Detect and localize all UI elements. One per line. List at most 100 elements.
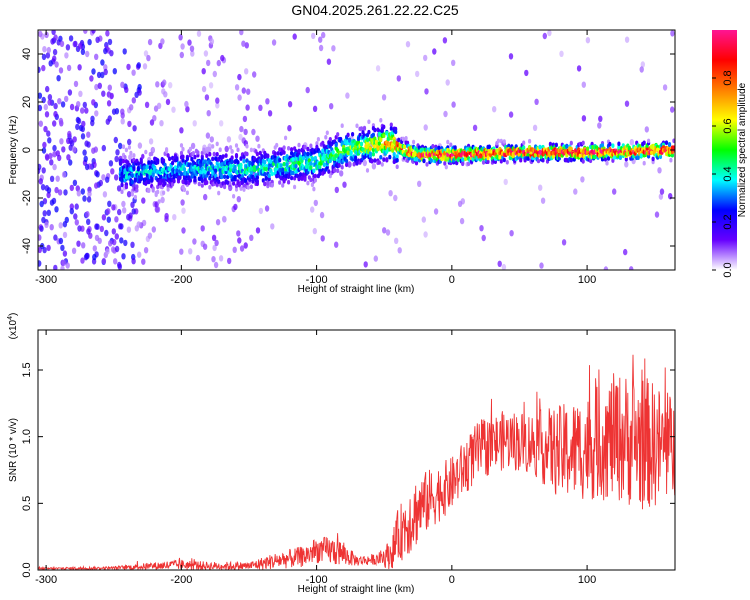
heatmap-cell [221, 154, 225, 159]
heatmap-cell [522, 140, 526, 146]
heatmap-cell [234, 187, 239, 192]
heatmap-cell [151, 188, 155, 193]
heatmap-cell [293, 184, 297, 190]
heatmap-cell [209, 136, 214, 143]
heatmap-cell [230, 159, 234, 165]
heatmap-cell [433, 208, 439, 215]
heatmap-cell [130, 191, 134, 197]
heatmap-cell [90, 115, 95, 123]
heatmap-cell [80, 48, 86, 55]
heatmap-cell [245, 104, 250, 111]
heatmap-cell [206, 110, 211, 117]
heatmap-cell [113, 258, 118, 265]
heatmap-cell [65, 262, 70, 269]
heatmap-cell [605, 160, 609, 166]
heatmap-cell [78, 90, 83, 98]
heatmap-cell [148, 138, 154, 145]
heatmap-cell [136, 161, 140, 166]
heatmap-cell [58, 67, 64, 74]
x-tick-label: 100 [578, 274, 596, 286]
heatmap-cell [108, 240, 113, 247]
heatmap-cell [263, 159, 267, 165]
heatmap-cell [443, 110, 448, 118]
heatmap-cell [101, 90, 106, 97]
heatmap-cell [179, 171, 184, 177]
heatmap-cell [279, 163, 283, 168]
heatmap-cell [242, 187, 246, 192]
heatmap-cell [496, 138, 500, 144]
heatmap-cell [263, 171, 267, 177]
y-tick-label: -40 [21, 238, 33, 254]
heatmap-cell [83, 155, 88, 162]
heatmap-cell [422, 158, 426, 164]
heatmap-cell [290, 147, 294, 152]
heatmap-cell [310, 182, 314, 188]
heatmap-cell [320, 235, 325, 242]
heatmap-cell [208, 82, 214, 89]
heatmap-cell [47, 99, 52, 106]
heatmap-cell [114, 245, 120, 253]
heatmap-cell [201, 85, 207, 93]
x-tick-label: -300 [35, 574, 57, 586]
heatmap-cell [267, 176, 271, 182]
heatmap-cell [415, 70, 420, 78]
heatmap-cell [111, 108, 117, 115]
heatmap-cell [126, 191, 132, 198]
heatmap-cell [44, 185, 50, 192]
heatmap-cell [589, 158, 593, 164]
heatmap-cell [104, 229, 109, 237]
heatmap-cell [154, 201, 159, 208]
heatmap-cell [287, 179, 291, 185]
heatmap-cell [407, 156, 411, 161]
heatmap-cell [417, 180, 422, 187]
heatmap-cell [188, 248, 193, 255]
heatmap-cell [264, 175, 268, 181]
heatmap-cell [101, 214, 107, 221]
heatmap-cell [109, 92, 114, 100]
heatmap-cell [200, 183, 204, 188]
heatmap-cell [53, 234, 58, 241]
heatmap-cell [373, 127, 377, 133]
heatmap-cell [318, 36, 323, 43]
heatmap-cell [281, 183, 285, 188]
heatmap-cell [297, 142, 301, 148]
heatmap-cell [662, 84, 668, 91]
heatmap-cell [126, 226, 132, 233]
heatmap-cell [189, 45, 195, 52]
heatmap-cell [539, 262, 544, 269]
heatmap-cell [106, 100, 112, 107]
heatmap-cell [38, 66, 41, 73]
heatmap-cell [297, 148, 301, 154]
heatmap-cell [144, 169, 148, 174]
heatmap-cell [110, 168, 115, 175]
heatmap-cell [310, 156, 314, 162]
heatmap-cell [41, 64, 46, 72]
heatmap-cell [212, 151, 216, 157]
heatmap-cell [102, 191, 108, 198]
heatmap-cell [339, 170, 344, 177]
colorbar-tick-label: 0.8 [722, 70, 734, 85]
heatmap-cell [312, 227, 317, 235]
heatmap-cell [91, 99, 96, 106]
heatmap-cell [47, 94, 53, 101]
heatmap-cell [208, 151, 212, 157]
heatmap-cell [93, 146, 99, 153]
heatmap-cell [219, 120, 224, 127]
heatmap-cell [127, 120, 132, 128]
heatmap-cell [340, 123, 344, 128]
heatmap-cell [94, 182, 99, 189]
heatmap-cell [191, 151, 195, 156]
heatmap-cell [135, 184, 139, 189]
heatmap-cell [265, 98, 270, 105]
heatmap-cell [385, 229, 391, 236]
heatmap-cell [181, 154, 185, 160]
heatmap-cell [121, 158, 126, 164]
heatmap-cell [639, 66, 644, 73]
heatmap-cell [127, 138, 132, 146]
heatmap-cell [538, 184, 543, 191]
heatmap-cell [405, 41, 411, 48]
heatmap-cell [139, 175, 143, 180]
heatmap-cell [382, 157, 386, 162]
heatmap-cell [218, 255, 224, 262]
